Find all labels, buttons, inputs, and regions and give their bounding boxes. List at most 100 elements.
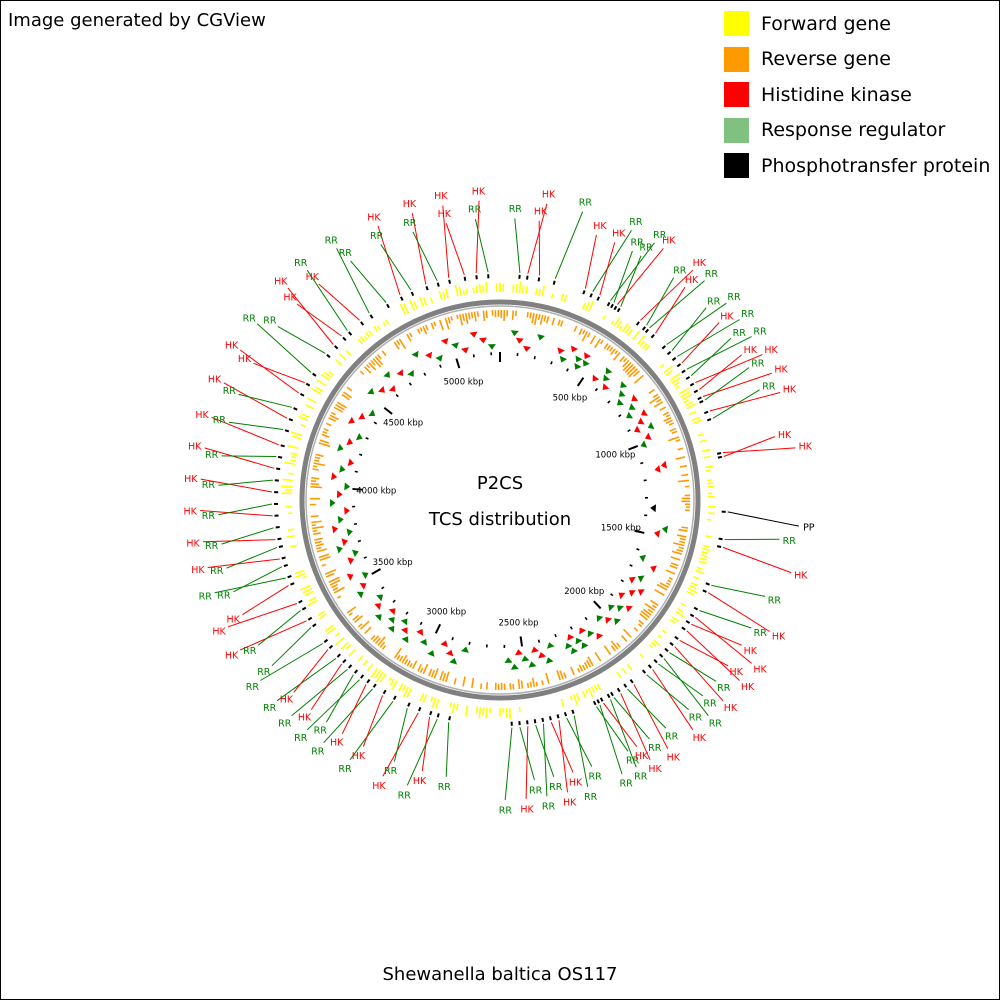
forward-gene-mark	[665, 369, 673, 376]
forward-gene-mark	[328, 370, 335, 376]
reverse-gene-mark	[675, 456, 686, 460]
feature-rim-tick	[563, 712, 568, 717]
reverse-gene-mark	[665, 582, 671, 586]
response-regulator-mark	[575, 637, 583, 645]
histidine-kinase-mark	[625, 605, 633, 613]
response-regulator-mark	[545, 657, 554, 664]
reverse-gene-mark	[633, 370, 640, 377]
response-regulator-mark	[461, 646, 469, 653]
feature-type-label: RR	[338, 764, 352, 775]
reverse-gene-mark	[406, 660, 411, 667]
reverse-gene-mark	[316, 546, 322, 550]
response-regulator-mark	[352, 549, 359, 558]
feature-type-label: RR	[689, 713, 703, 724]
forward-gene-mark	[384, 319, 390, 325]
feature-type-label: HK	[184, 506, 198, 517]
feature-rim-tick	[348, 331, 353, 336]
callout-line	[211, 416, 279, 446]
reverse-gene-mark	[368, 362, 377, 371]
response-regulator-mark	[346, 528, 353, 537]
feature-type-label: RR	[263, 703, 277, 714]
callout-line	[652, 669, 694, 731]
reverse-gene-mark	[640, 610, 650, 619]
callout-line	[377, 225, 401, 296]
response-regulator-mark	[451, 342, 459, 349]
feature-rim-tick	[283, 563, 288, 568]
feature-rim-tick	[571, 709, 575, 715]
reverse-gene-mark	[673, 542, 685, 547]
reverse-gene-mark	[485, 310, 488, 319]
reverse-gene-mark	[354, 615, 364, 623]
callout-line	[475, 200, 480, 274]
histidine-kinase-mark	[628, 576, 636, 584]
callout-line	[695, 354, 763, 384]
response-regulator-mark	[368, 409, 376, 417]
callout-line	[218, 479, 273, 486]
response-regulator-mark	[400, 618, 408, 626]
reverse-gene-mark	[671, 550, 683, 556]
feature-type-label: RR	[751, 358, 765, 369]
minor-tick	[408, 382, 412, 386]
feature-rim-tick	[537, 277, 541, 282]
reverse-gene-mark	[633, 627, 639, 632]
reverse-gene-mark	[638, 619, 645, 626]
feature-rim-tick	[666, 350, 672, 356]
reverse-gene-mark	[315, 453, 324, 458]
response-regulator-mark	[355, 432, 363, 441]
reverse-gene-mark	[417, 664, 422, 672]
reverse-gene-mark	[623, 628, 632, 638]
feature-rim-tick	[301, 606, 307, 611]
minor-tick	[373, 421, 378, 425]
reverse-gene-mark	[556, 670, 562, 681]
forward-gene-mark	[402, 686, 410, 698]
feature-rim-tick	[702, 589, 707, 593]
legend-item-reverse-gene: Reverse gene	[724, 42, 990, 78]
histidine-kinase-mark	[628, 590, 636, 597]
forward-gene-mark	[686, 403, 697, 410]
major-tick	[352, 487, 363, 491]
feature-type-label: RR	[243, 646, 257, 657]
legend-item-response-regulator: Response regulator	[724, 113, 990, 149]
feature-rim-tick	[599, 697, 604, 702]
kbp-tick-label: 1500 kbp	[601, 524, 641, 534]
forward-gene-mark	[282, 478, 293, 482]
callout-line	[525, 726, 529, 799]
response-regulator-mark	[537, 334, 545, 341]
reverse-gene-mark	[314, 540, 322, 544]
reverse-gene-mark	[315, 543, 324, 547]
callout-line	[646, 674, 690, 710]
legend-label: Reverse gene	[761, 48, 891, 71]
forward-gene-mark	[323, 371, 333, 379]
histidine-kinase-mark	[531, 646, 539, 653]
feature-rim-tick	[589, 293, 593, 298]
feature-type-label: HK	[744, 646, 758, 657]
forward-gene-mark	[515, 284, 518, 293]
callout-line	[323, 688, 373, 744]
reverse-gene-mark	[314, 456, 321, 460]
forward-gene-mark	[374, 669, 382, 679]
feature-type-label: HK	[212, 627, 226, 638]
forward-gene-mark	[581, 302, 586, 310]
callout-line	[613, 250, 633, 303]
callout-line	[686, 630, 740, 681]
feature-rim-tick	[360, 674, 365, 679]
feature-type-label: HK	[274, 276, 288, 287]
callout-line	[723, 436, 775, 457]
reverse-gene-mark	[541, 680, 544, 686]
reverse-gene-mark	[428, 668, 433, 677]
callout-line	[411, 213, 427, 285]
minor-tick	[395, 394, 399, 398]
feature-rim-tick	[277, 537, 282, 541]
forward-gene-mark	[419, 297, 425, 307]
reverse-gene-mark	[404, 658, 409, 665]
reverse-gene-mark	[485, 682, 489, 690]
histidine-kinase-mark	[396, 369, 404, 376]
forward-gene-mark	[518, 281, 522, 293]
histidine-kinase-mark	[654, 465, 661, 473]
callout-line	[695, 617, 752, 664]
reverse-gene-mark	[312, 465, 318, 468]
minor-tick	[566, 368, 569, 372]
reverse-gene-mark	[529, 312, 532, 319]
callout-line	[200, 478, 273, 493]
legend: Forward gene Reverse gene Histidine kina…	[724, 6, 990, 184]
